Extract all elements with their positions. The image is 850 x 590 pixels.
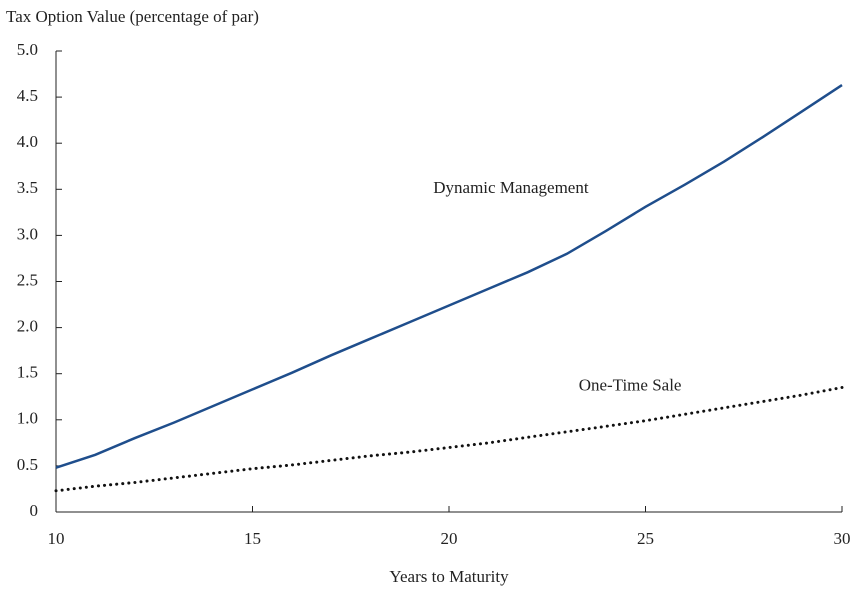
series-line	[54, 386, 844, 493]
y-tick-label: 4.0	[17, 132, 38, 151]
series-line	[55, 84, 843, 469]
x-tick-label: 25	[637, 529, 654, 548]
x-tick-label: 20	[441, 529, 458, 548]
y-tick-label: 1.5	[17, 363, 38, 382]
y-tick-label: 4.5	[17, 86, 38, 105]
x-tick-label: 15	[244, 529, 261, 548]
y-tick-label: 0.5	[17, 455, 38, 474]
y-tick-label: 3.0	[17, 224, 38, 243]
y-tick-label: 5.0	[17, 40, 38, 59]
y-tick-label: 2.0	[17, 317, 38, 336]
series-label: Dynamic Management	[433, 178, 589, 197]
chart-title: Tax Option Value (percentage of par)	[6, 7, 259, 26]
series-label: One-Time Sale	[579, 376, 682, 395]
y-tick-label: 3.5	[17, 178, 38, 197]
x-axis-label: Years to Maturity	[389, 567, 509, 586]
y-tick-label: 0	[30, 501, 39, 520]
x-tick-label: 10	[48, 529, 65, 548]
y-tick-label: 2.5	[17, 270, 38, 289]
y-tick-label: 1.0	[17, 409, 38, 428]
x-tick-label: 30	[834, 529, 850, 548]
